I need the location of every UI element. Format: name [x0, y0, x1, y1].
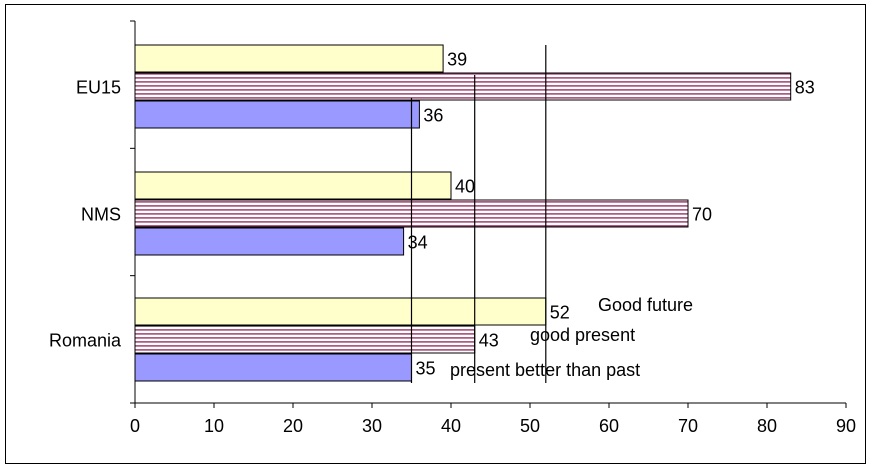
bar-romania-series-3 [134, 353, 412, 382]
plot-area: 0 10 20 30 40 50 60 70 80 90 39 83 36 EU15 40 70 34 NMS 52… [49, 20, 856, 436]
data-label: 43 [479, 331, 499, 351]
x-tick-label: 30 [362, 416, 382, 436]
y-category-label: NMS [81, 205, 121, 225]
x-tick-label: 90 [836, 416, 856, 436]
data-label: 34 [408, 233, 428, 253]
bar-eu15-series-2 [134, 72, 792, 101]
x-tick-label: 60 [599, 416, 619, 436]
data-label: 40 [455, 177, 475, 197]
y-category-label: EU15 [76, 78, 121, 98]
x-tick-label: 70 [678, 416, 698, 436]
x-tick-label: 50 [520, 416, 540, 436]
data-label: 70 [692, 205, 712, 225]
bar-eu15-series-3 [134, 100, 420, 129]
series-name-label: Good future [598, 295, 693, 315]
x-tick-label: 80 [757, 416, 777, 436]
x-tick-label: 0 [130, 416, 140, 436]
x-tick-label: 40 [441, 416, 461, 436]
data-label: 39 [447, 50, 467, 70]
bar-nms-series-1 [134, 171, 452, 200]
bar-eu15-series-1 [134, 44, 444, 73]
bar-romania-series-2 [134, 325, 476, 354]
bar-nms-series-3 [134, 227, 405, 256]
data-label: 36 [423, 106, 443, 126]
data-label: 83 [795, 78, 815, 98]
x-tick-label: 10 [204, 416, 224, 436]
data-label: 35 [416, 359, 436, 379]
series-name-label: good present [530, 325, 635, 345]
data-label: 52 [550, 303, 570, 323]
y-category-label: Romania [49, 331, 122, 351]
x-tick-label: 20 [283, 416, 303, 436]
bar-romania-series-1 [134, 297, 547, 326]
series-name-label: present better than past [450, 360, 640, 380]
